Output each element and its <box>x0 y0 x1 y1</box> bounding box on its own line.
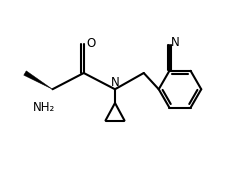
Text: N: N <box>110 76 120 89</box>
Text: NH₂: NH₂ <box>32 101 55 114</box>
Text: O: O <box>86 37 96 50</box>
Polygon shape <box>24 71 52 89</box>
Text: N: N <box>171 36 180 49</box>
